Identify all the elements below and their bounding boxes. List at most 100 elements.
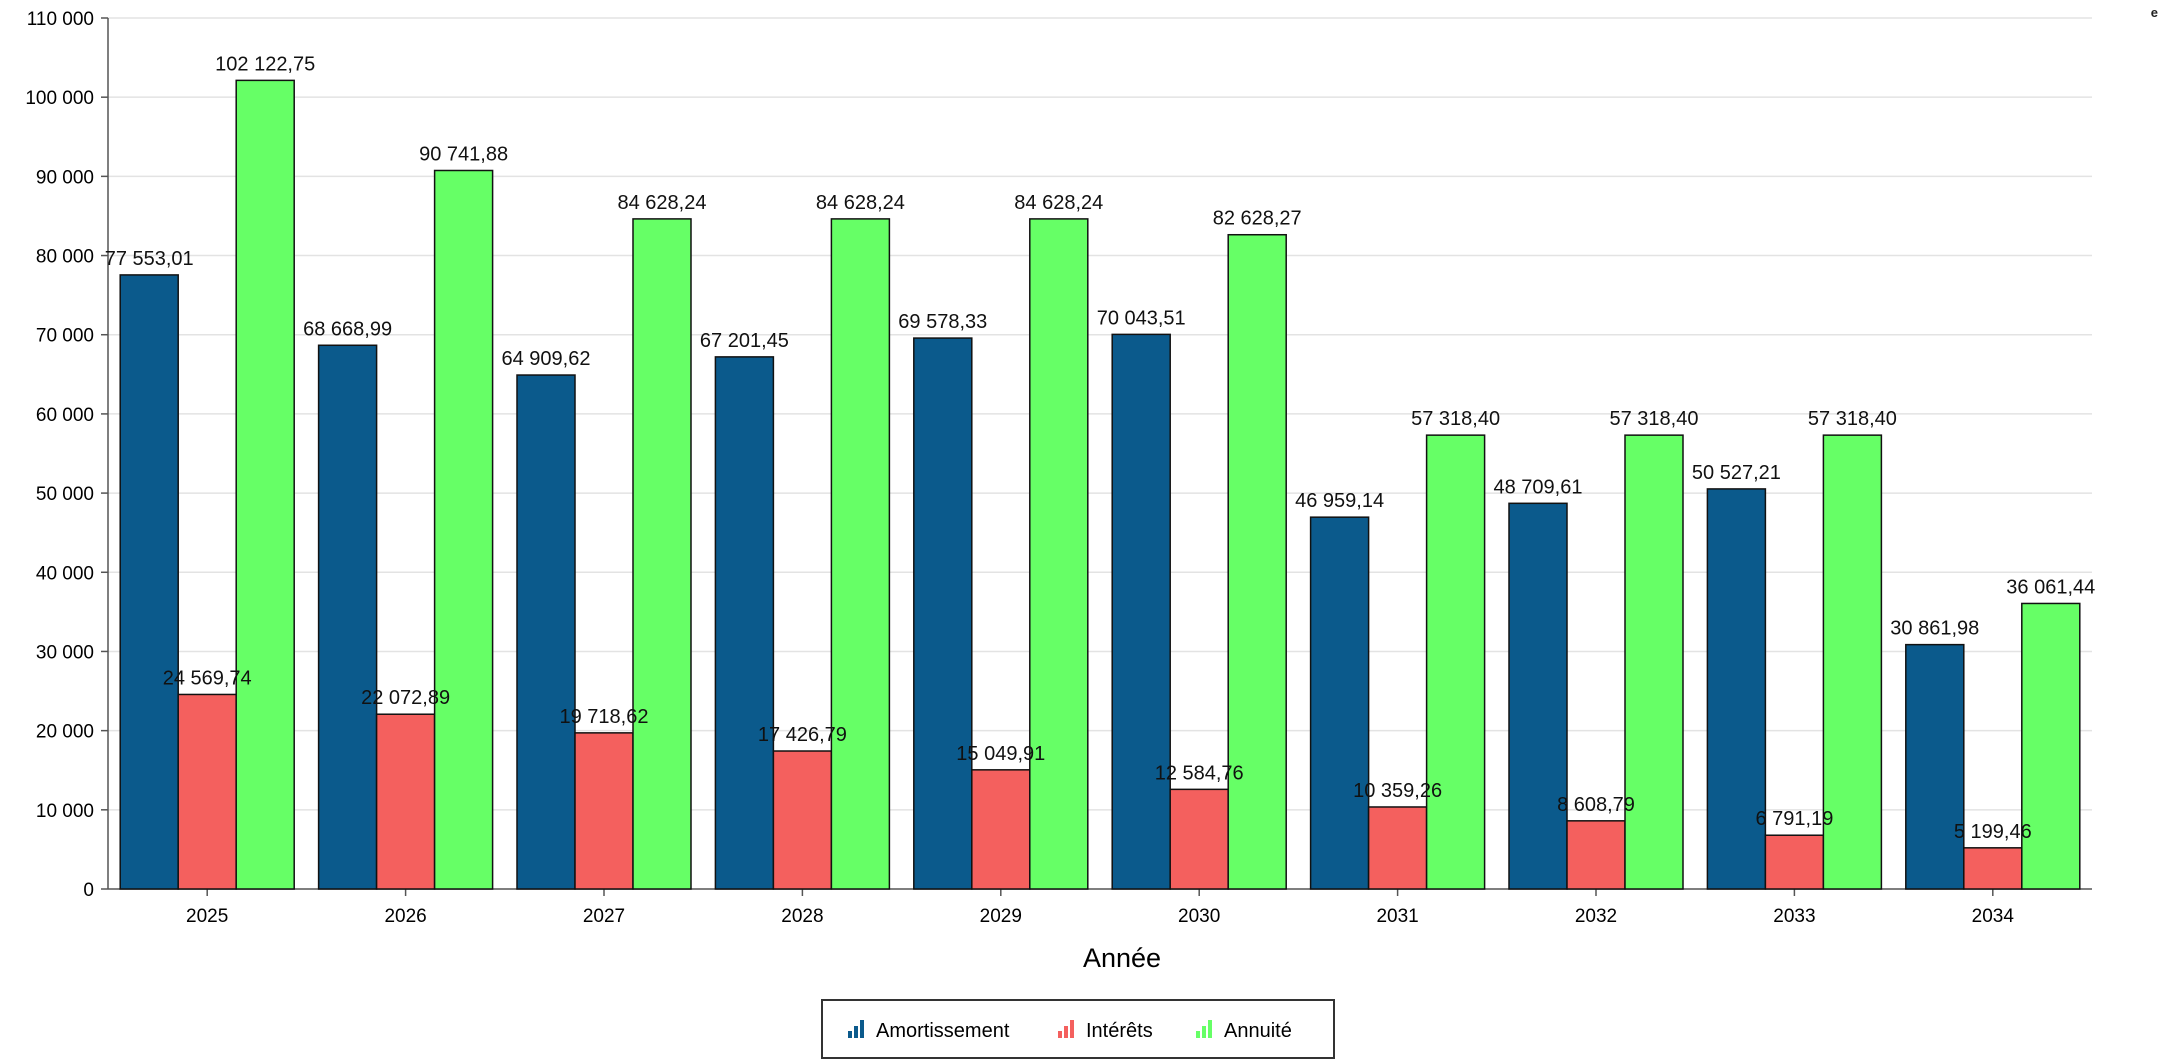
data-label: 77 553,01: [105, 248, 194, 270]
y-tick-label: 80 000: [36, 247, 94, 268]
bar-amortissement-2030: [1111, 333, 1171, 890]
bars: [119, 79, 2081, 890]
y-tick-label: 20 000: [36, 722, 94, 743]
y-tick-label: 90 000: [36, 167, 94, 188]
legend-box: [821, 999, 1335, 1059]
y-tick-label: 60 000: [36, 405, 94, 426]
bar-intrts-2027: [574, 732, 634, 890]
bar-amortissement-2025: [119, 274, 179, 890]
x-tick-label: 2026: [384, 906, 426, 927]
x-tick-label: 2031: [1376, 906, 1418, 927]
bar-annuit-2029: [1029, 218, 1089, 890]
data-label: 50 527,21: [1692, 462, 1781, 484]
data-label: 57 318,40: [1411, 408, 1500, 430]
icon-bar: [1196, 1031, 1200, 1038]
bar-annuit-2031: [1425, 434, 1486, 890]
data-label: 102 122,75: [215, 53, 315, 75]
bar-amortissement-2026: [317, 344, 378, 890]
bar-intrts-2033: [1764, 834, 1825, 890]
data-label: 30 861,98: [1890, 618, 1979, 640]
icon-bar: [854, 1026, 858, 1038]
x-axis-title: Année: [1083, 943, 1161, 973]
y-tick-label: 110 000: [27, 9, 94, 30]
bar-intrts-2025: [177, 693, 237, 890]
data-label: 57 318,40: [1808, 408, 1897, 430]
data-label: 10 359,26: [1353, 780, 1442, 802]
icon-bar: [1070, 1020, 1074, 1038]
data-label: 8 608,79: [1557, 794, 1635, 816]
bar-amortissement-2028: [714, 356, 775, 890]
bar-annuit-2028: [830, 218, 891, 890]
axes: 0 10 000 20 000 30 000 40 000 50 000 60 000 70 …: [25, 9, 2092, 927]
data-label: 64 909,62: [502, 348, 591, 370]
bar-intrts-2034: [1963, 847, 2023, 890]
bar-intrts-2028: [772, 750, 833, 890]
data-label: 46 959,14: [1295, 490, 1384, 512]
data-label: 67 201,45: [700, 330, 789, 352]
x-tick-label: 2029: [980, 906, 1022, 927]
x-tick-label: 2033: [1773, 906, 1815, 927]
data-label: 36 061,44: [2006, 576, 2095, 598]
data-label: 69 578,33: [898, 311, 987, 333]
bar-amortissement-2034: [1905, 643, 1965, 890]
data-label: 5 199,46: [1954, 821, 2032, 843]
y-tick-label: 10 000: [36, 801, 94, 822]
legend-label: Amortissement: [876, 1020, 1010, 1042]
bar-intrts-2030: [1169, 788, 1229, 890]
bar-chart-icon: [1058, 1020, 1074, 1038]
bar-annuit-2027: [632, 218, 692, 890]
icon-bar: [1202, 1026, 1206, 1038]
bar-intrts-2029: [971, 769, 1031, 890]
bar-amortissement-2031: [1309, 516, 1370, 890]
legend-item-annuit[interactable]: Annuité: [1196, 1020, 1292, 1042]
data-label: 48 709,61: [1494, 476, 1583, 498]
data-label: 90 741,88: [419, 143, 508, 165]
icon-bar: [1064, 1026, 1068, 1038]
data-label: 68 668,99: [303, 318, 392, 340]
data-labels: 77 553,01 24 569,74 102 122,75 68 668,99 22 …: [105, 53, 2096, 842]
y-tick-label: 30 000: [36, 642, 94, 663]
icon-bar: [848, 1031, 852, 1038]
bar-intrts-2026: [375, 713, 436, 890]
y-tick-label: 0: [83, 880, 94, 901]
y-tick-label: 40 000: [36, 563, 94, 584]
bar-amortissement-2027: [516, 374, 576, 890]
x-tick-label: 2025: [186, 906, 228, 927]
bar-annuit-2026: [433, 169, 494, 890]
corner-text: e: [2150, 5, 2158, 20]
data-label: 82 628,27: [1213, 208, 1302, 230]
bar-annuit-2034: [2021, 602, 2081, 890]
data-label: 15 049,91: [956, 743, 1045, 765]
legend-label: Annuité: [1224, 1020, 1292, 1042]
data-label: 19 718,62: [560, 706, 649, 728]
bar-intrts-2031: [1367, 806, 1428, 890]
data-label: 84 628,24: [618, 192, 707, 214]
data-label: 22 072,89: [361, 687, 450, 709]
data-label: 24 569,74: [163, 667, 252, 689]
icon-bar: [1208, 1020, 1212, 1038]
bar-annuit-2025: [235, 79, 295, 890]
x-tick-label: 2034: [1972, 906, 2015, 927]
data-label: 17 426,79: [758, 724, 847, 746]
bar-amortissement-2029: [913, 337, 973, 890]
legend-item-intrts[interactable]: Intérêts: [1058, 1020, 1153, 1042]
data-label: 70 043,51: [1097, 307, 1186, 329]
y-tick-label: 50 000: [36, 484, 94, 505]
x-tick-label: 2028: [781, 906, 823, 927]
x-tick-label: 2027: [583, 906, 625, 927]
data-label: 57 318,40: [1610, 408, 1699, 430]
x-tick-label: 2030: [1178, 906, 1220, 927]
bar-amortissement-2032: [1508, 502, 1568, 890]
y-tick-label: 70 000: [36, 326, 94, 347]
icon-bar: [860, 1020, 864, 1038]
legend-label: Intérêts: [1086, 1020, 1153, 1042]
bar-chart-icon: [848, 1020, 864, 1038]
legend-item-amortissement[interactable]: Amortissement: [848, 1020, 1010, 1042]
legend[interactable]: Amortissement Intérêts Annuité: [821, 999, 1335, 1059]
bar-annuit-2030: [1227, 233, 1287, 890]
bar-amortissement-2033: [1706, 488, 1767, 890]
bar-annuit-2033: [1822, 434, 1883, 890]
bar-chart-icon: [1196, 1020, 1212, 1038]
